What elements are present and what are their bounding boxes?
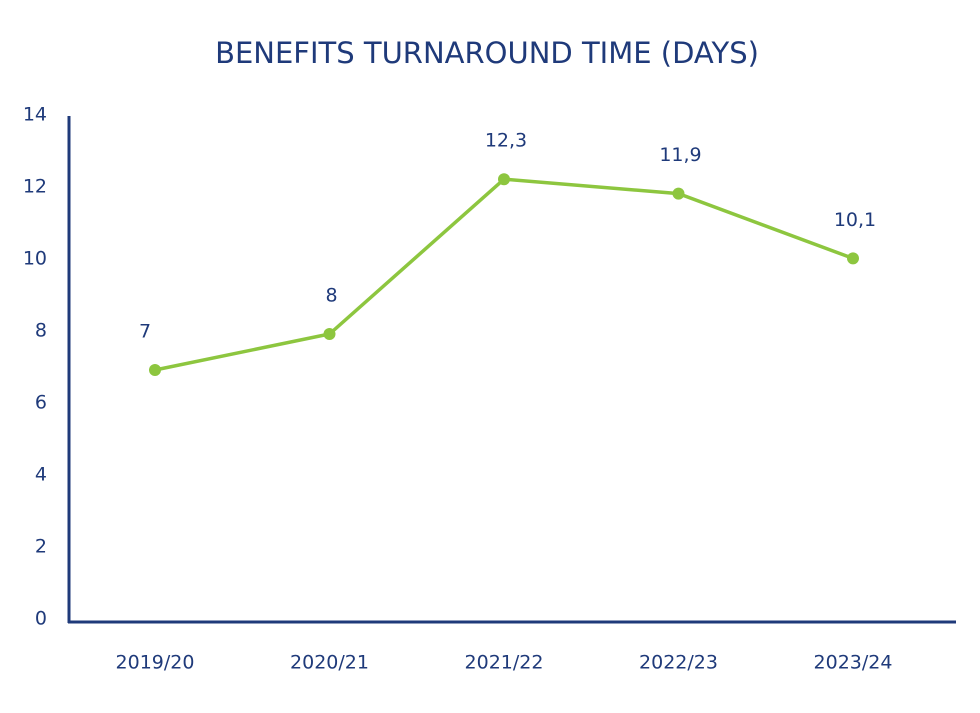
- x-tick-label: 2019/20: [116, 652, 195, 674]
- point: [672, 187, 685, 200]
- data-label: 12,3: [485, 130, 527, 152]
- series-line: [154, 177, 854, 372]
- y-tick-label: 4: [35, 464, 47, 486]
- y-tick-label: 6: [35, 392, 47, 414]
- y-tick-label: 8: [35, 320, 47, 342]
- point: [847, 252, 859, 265]
- y-tick-label: 12: [23, 176, 47, 198]
- y-tick-label: 2: [35, 536, 47, 558]
- y-tick-label: 10: [23, 248, 47, 270]
- point: [149, 364, 161, 376]
- chart-title: BENEFITS TURNAROUND TIME (DAYS): [215, 36, 759, 70]
- y-tick-label: 0: [35, 608, 47, 630]
- point: [323, 328, 336, 340]
- data-label: 11,9: [659, 144, 701, 166]
- data-label: 7: [139, 321, 151, 343]
- data-label: 10,1: [834, 209, 876, 231]
- y-tick-label: 14: [23, 104, 47, 126]
- x-tick-label: 2020/21: [290, 652, 369, 674]
- data-label: 8: [325, 285, 337, 307]
- x-tick-label: 2023/24: [814, 652, 893, 674]
- x-tick-label: 2021/22: [465, 652, 544, 674]
- point: [498, 173, 510, 186]
- x-tick-label: 2022/23: [639, 652, 718, 674]
